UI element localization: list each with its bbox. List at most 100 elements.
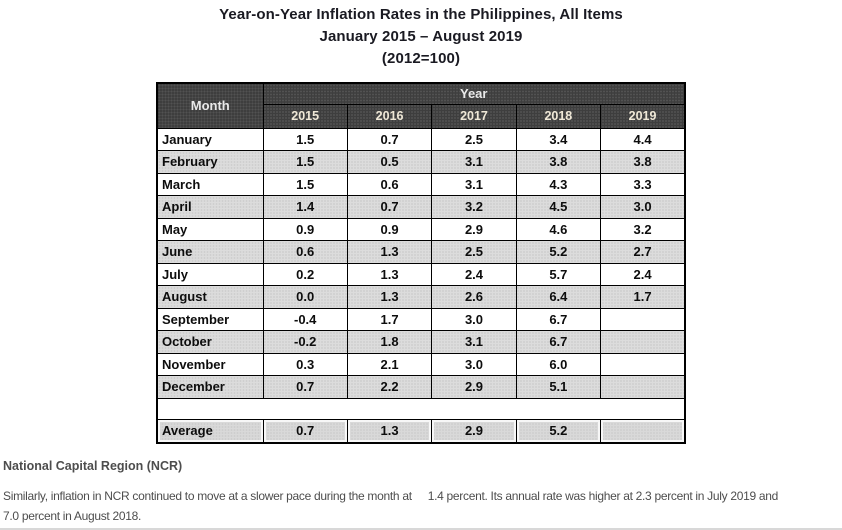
value-cell: 1.7 — [346, 307, 433, 331]
value-cell: 5.7 — [515, 262, 602, 286]
year-column-header: 2015 — [262, 103, 348, 129]
value-cell: 5.2 — [515, 418, 602, 444]
month-cell: December — [156, 375, 264, 399]
value-cell: 6.7 — [515, 307, 602, 331]
year-column-header: 2017 — [431, 103, 517, 129]
table-row: July 0.2 1.3 2.4 5.7 2.4 — [156, 262, 686, 286]
title-line-3: (2012=100) — [381, 50, 461, 67]
value-cell: 1.8 — [346, 330, 433, 354]
value-cell: 2.1 — [346, 352, 433, 376]
value-cell: 0.6 — [346, 172, 433, 196]
paragraph-text-2: 1.4 percent. Its annual rate was higher … — [427, 489, 779, 503]
value-cell: 2.4 — [600, 262, 686, 286]
value-cell — [600, 375, 686, 399]
month-cell: July — [156, 262, 264, 286]
value-cell: 0.0 — [262, 285, 348, 309]
value-cell: 0.2 — [262, 262, 348, 286]
value-cell: 6.7 — [515, 330, 602, 354]
year-headers-row: 2015 2016 2017 2018 2019 — [157, 103, 686, 129]
title-line-1: Year-on-Year Inflation Rates in the Phil… — [219, 6, 623, 23]
table-row: March 1.5 0.6 3.1 4.3 3.3 — [156, 172, 686, 196]
value-cell: 1.4 — [262, 195, 348, 219]
value-cell: 3.2 — [600, 217, 686, 241]
value-cell: 6.4 — [515, 285, 602, 309]
value-cell: 2.7 — [600, 240, 686, 264]
group-header-row: Month Year — [156, 82, 686, 129]
page-bottom-divider — [0, 528, 842, 530]
value-cell: 3.8 — [515, 150, 602, 174]
paragraph-text-1: Similarly, inflation in NCR continued to… — [3, 489, 412, 503]
ncr-paragraph: Similarly, inflation in NCR continued to… — [3, 486, 842, 526]
month-cell: January — [156, 127, 264, 151]
value-cell: 3.1 — [431, 150, 517, 174]
table-row: February 1.5 0.5 3.1 3.8 3.8 — [156, 150, 686, 174]
value-cell: 2.6 — [431, 285, 517, 309]
table-header: Month Year 2015 2016 2017 2018 2019 — [156, 82, 686, 129]
value-cell: 1.5 — [262, 172, 348, 196]
paragraph-line-1: Similarly, inflation in NCR continued to… — [3, 486, 842, 506]
value-cell: 3.0 — [431, 352, 517, 376]
month-cell: August — [156, 285, 264, 309]
value-cell — [600, 307, 686, 331]
value-cell: 3.0 — [600, 195, 686, 219]
table-row: January 1.5 0.7 2.5 3.4 4.4 — [156, 127, 686, 151]
value-cell: 4.4 — [600, 127, 686, 151]
value-cell: 0.9 — [346, 217, 433, 241]
value-cell: 0.9 — [262, 217, 348, 241]
inflation-table: Month Year 2015 2016 2017 2018 2019 January 1… — [156, 82, 686, 444]
month-cell: April — [156, 195, 264, 219]
value-cell: 4.3 — [515, 172, 602, 196]
table-row: September -0.4 1.7 3.0 6.7 — [156, 307, 686, 331]
table-row: December 0.7 2.2 2.9 5.1 — [156, 375, 686, 399]
average-label-cell: Average — [156, 418, 264, 444]
value-cell: 3.1 — [431, 172, 517, 196]
value-cell — [600, 352, 686, 376]
value-cell: 4.5 — [515, 195, 602, 219]
value-cell: 2.9 — [431, 217, 517, 241]
value-cell: 4.6 — [515, 217, 602, 241]
value-cell: 1.5 — [262, 127, 348, 151]
value-cell: 2.2 — [346, 375, 433, 399]
month-cell: May — [156, 217, 264, 241]
value-cell: -0.2 — [262, 330, 348, 354]
value-cell: 1.3 — [346, 418, 433, 444]
value-cell — [600, 330, 686, 354]
table-row: November 0.3 2.1 3.0 6.0 — [156, 352, 686, 376]
value-cell: 0.3 — [262, 352, 348, 376]
value-cell: 0.5 — [346, 150, 433, 174]
year-column-header: 2016 — [346, 103, 433, 129]
month-cell: September — [156, 307, 264, 331]
month-cell: June — [156, 240, 264, 264]
value-cell: 5.2 — [515, 240, 602, 264]
value-cell — [600, 418, 686, 444]
table-footer: Average 0.7 1.3 2.9 5.2 — [156, 397, 686, 444]
table-row: April 1.4 0.7 3.2 4.5 3.0 — [156, 195, 686, 219]
month-cell: February — [156, 150, 264, 174]
table-row: May 0.9 0.9 2.9 4.6 3.2 — [156, 217, 686, 241]
value-cell: 2.9 — [431, 375, 517, 399]
page-title: Year-on-Year Inflation Rates in the Phil… — [0, 4, 842, 70]
value-cell: 3.4 — [515, 127, 602, 151]
value-cell: 1.5 — [262, 150, 348, 174]
table-row: October -0.2 1.8 3.1 6.7 — [156, 330, 686, 354]
value-cell: 1.3 — [346, 262, 433, 286]
value-cell: 3.0 — [431, 307, 517, 331]
month-cell: October — [156, 330, 264, 354]
value-cell: 1.7 — [600, 285, 686, 309]
value-cell: 0.7 — [262, 375, 348, 399]
spacer-cell — [156, 397, 686, 420]
table-body: January 1.5 0.7 2.5 3.4 4.4 February 1.5 0.5 3.1 3… — [156, 127, 686, 399]
value-cell: 0.6 — [262, 240, 348, 264]
value-cell: 2.9 — [431, 418, 517, 444]
value-cell: 3.1 — [431, 330, 517, 354]
value-cell: 5.1 — [515, 375, 602, 399]
value-cell: 3.8 — [600, 150, 686, 174]
month-cell: November — [156, 352, 264, 376]
inflation-table-container: Month Year 2015 2016 2017 2018 2019 January 1… — [156, 82, 686, 444]
ncr-section-heading: National Capital Region (NCR) — [3, 459, 183, 473]
month-cell: March — [156, 172, 264, 196]
value-cell: 1.3 — [346, 240, 433, 264]
value-cell: 2.5 — [431, 127, 517, 151]
value-cell: 3.3 — [600, 172, 686, 196]
